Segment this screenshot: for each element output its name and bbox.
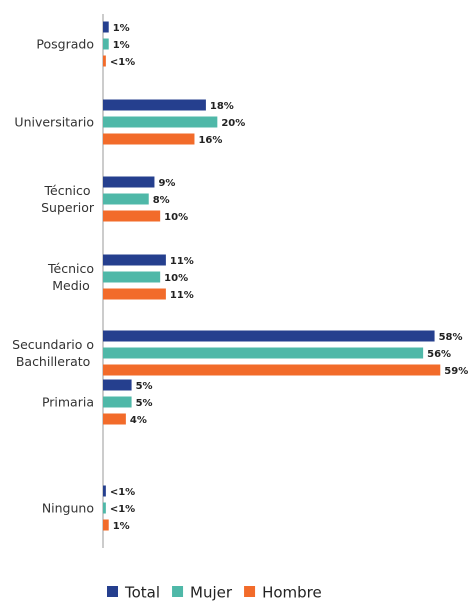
legend-swatch <box>244 586 256 597</box>
bar <box>103 133 195 145</box>
value-label: 1% <box>113 521 130 532</box>
bar <box>103 413 126 425</box>
value-label: 5% <box>136 381 153 392</box>
value-label: 10% <box>164 273 188 284</box>
bar <box>103 364 441 376</box>
bar <box>103 502 106 514</box>
category-label: Primaria <box>41 394 94 410</box>
bar <box>103 193 149 205</box>
category-label: Universitario <box>14 114 94 130</box>
value-label: 11% <box>170 290 194 301</box>
value-label: 59% <box>444 366 468 377</box>
legend-label: Mujer <box>190 584 233 601</box>
value-label: 9% <box>158 178 175 189</box>
legend-swatch <box>107 586 118 597</box>
value-label: 20% <box>221 118 245 129</box>
value-label: 56% <box>427 349 451 360</box>
bar <box>103 519 109 531</box>
bar <box>103 99 206 111</box>
value-label: <1% <box>110 487 135 498</box>
value-label: 58% <box>439 332 463 343</box>
legend-label: Hombre <box>262 584 322 601</box>
value-label: 8% <box>153 195 170 206</box>
legend-swatch <box>172 586 184 597</box>
value-label: 11% <box>170 256 194 267</box>
value-label: 5% <box>136 398 153 409</box>
bar <box>103 396 132 408</box>
bar <box>103 21 109 33</box>
category-label: Ninguno <box>41 500 94 516</box>
value-label: <1% <box>110 57 135 68</box>
bar <box>103 38 109 50</box>
category-label: Posgrado <box>36 36 94 52</box>
value-label: 4% <box>130 415 147 426</box>
bar <box>103 210 161 222</box>
category-label: Secundario o Bachillerato <box>12 337 94 369</box>
value-label: 1% <box>113 23 130 34</box>
bar <box>103 347 424 359</box>
bar <box>103 176 155 188</box>
category-label: Técnico Medio <box>48 261 94 293</box>
value-label: 18% <box>210 101 234 112</box>
bar <box>103 271 161 283</box>
bar <box>103 116 218 128</box>
bar <box>103 379 132 391</box>
bar <box>103 254 166 266</box>
bar <box>103 330 435 342</box>
value-label: 16% <box>198 135 222 146</box>
value-label: 10% <box>164 212 188 223</box>
legend-label: Total <box>124 584 160 601</box>
bar <box>103 288 166 300</box>
value-label: <1% <box>110 504 135 515</box>
bar <box>103 55 106 67</box>
category-label: Técnico Superior <box>41 183 94 215</box>
value-label: 1% <box>113 40 130 51</box>
bar <box>103 485 106 497</box>
